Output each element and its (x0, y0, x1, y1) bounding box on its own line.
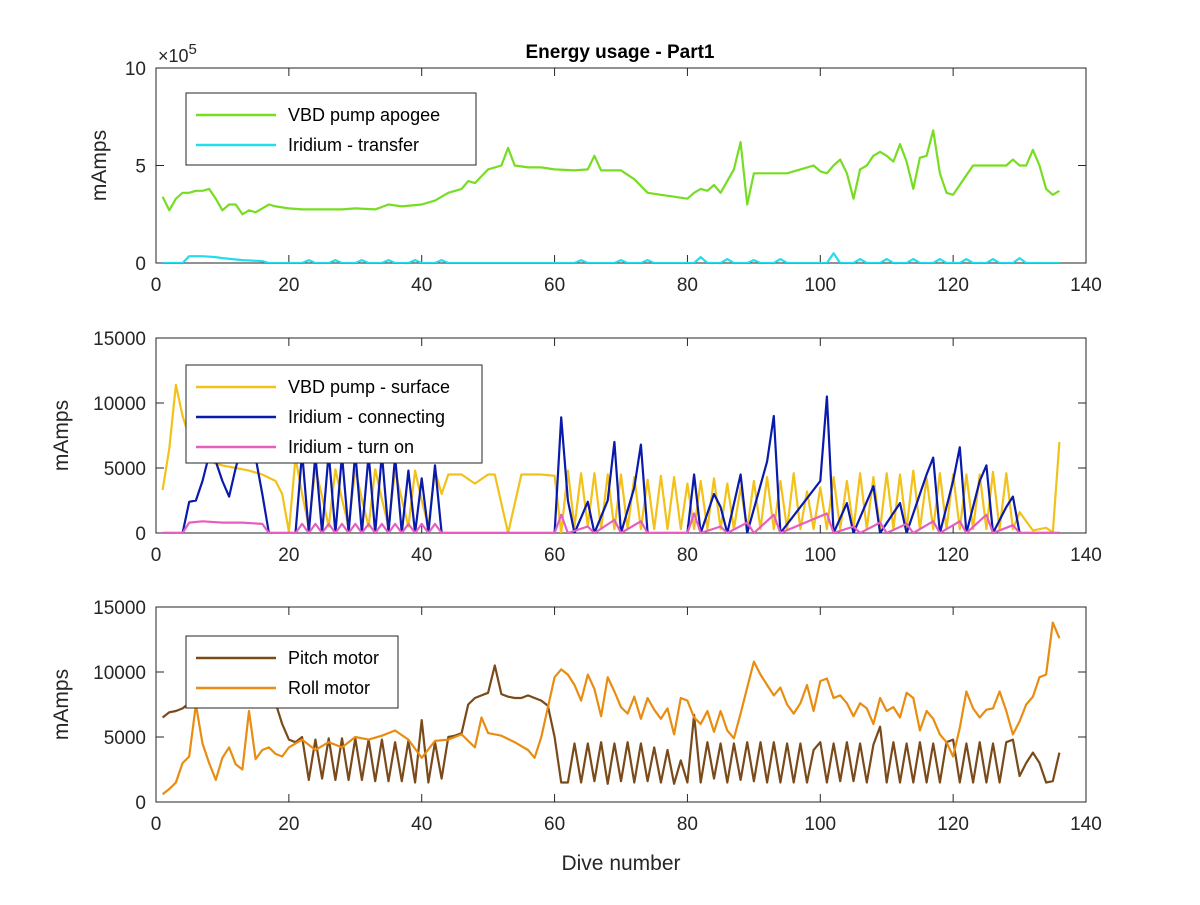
chart-title: Energy usage - Part1 (525, 42, 714, 63)
legend-entry: Iridium - turn on (288, 437, 414, 457)
y-axis-exponent-power: 5 (189, 41, 197, 58)
y-tick-label: 10000 (93, 663, 146, 684)
legend: VBD pump - surface Iridium - connecting Ir… (185, 364, 483, 464)
y-tick-label: 10000 (93, 394, 146, 415)
y-tick-label: 15000 (93, 598, 146, 619)
x-tick-label: 120 (937, 814, 969, 835)
x-tick-label: 80 (677, 814, 698, 835)
series-line-pitch-motor (161, 664, 1061, 785)
series-line-iridium-connecting (162, 395, 1060, 533)
series-line-vbd-pump-apogee (161, 129, 1060, 216)
x-tick-label: 0 (151, 275, 162, 296)
x-tick-label: 140 (1070, 814, 1102, 835)
x-tick-label: 60 (544, 275, 565, 296)
x-tick-label: 140 (1070, 545, 1102, 566)
legend-entry: VBD pump apogee (288, 105, 440, 125)
y-tick-label: 10 (125, 59, 146, 80)
x-tick-label: 0 (151, 545, 162, 566)
y-tick-label: 15000 (93, 329, 146, 350)
series-line-roll-motor (161, 621, 1061, 796)
x-tick-label: 60 (544, 545, 565, 566)
y-tick-label: 5000 (104, 728, 146, 749)
x-tick-label: 120 (937, 275, 969, 296)
panel-2: 0 20 40 60 80 100 120 140 0 5000 10000 15000 mAmps VB… (50, 329, 1102, 566)
y-axis-label: mAmps (88, 130, 111, 201)
y-tick-label: 0 (135, 793, 146, 814)
y-axis-label: mAmps (50, 400, 73, 471)
legend-entry: Pitch motor (288, 648, 379, 668)
y-tick-label: 5000 (104, 459, 146, 480)
x-tick-label: 20 (278, 275, 299, 296)
series-line-vbd-pump-surface (161, 383, 1061, 533)
x-tick-label: 100 (804, 545, 836, 566)
y-axis-label: mAmps (50, 669, 73, 740)
x-axis-label: Dive number (561, 852, 680, 875)
series-line-iridium-turn-on (162, 512, 1060, 533)
legend: Pitch motor Roll motor (185, 635, 399, 709)
panel-3: 0 20 40 60 80 100 120 140 0 5000 10000 15000 mAmps Di… (50, 598, 1102, 875)
legend-entry: VBD pump - surface (288, 377, 450, 397)
x-tick-label: 0 (151, 814, 162, 835)
x-tick-label: 100 (804, 814, 836, 835)
x-tick-label: 60 (544, 814, 565, 835)
x-tick-label: 80 (677, 275, 698, 296)
legend: VBD pump apogee Iridium - transfer (185, 92, 477, 166)
x-tick-label: 40 (411, 275, 432, 296)
y-tick-label: 0 (135, 254, 146, 275)
legend-box (185, 635, 399, 709)
y-tick-label: 0 (135, 524, 146, 545)
legend-entry: Roll motor (288, 678, 370, 698)
x-tick-label: 40 (411, 545, 432, 566)
x-tick-label: 120 (937, 545, 969, 566)
legend-box (185, 92, 477, 166)
series-group (161, 621, 1061, 796)
series-group (161, 383, 1061, 533)
x-tick-label: 20 (278, 545, 299, 566)
legend-entry: Iridium - transfer (288, 135, 419, 155)
x-tick-label: 100 (804, 275, 836, 296)
x-tick-label: 40 (411, 814, 432, 835)
x-tick-label: 80 (677, 545, 698, 566)
x-tick-label: 20 (278, 814, 299, 835)
legend-entry: Iridium - connecting (288, 407, 445, 427)
y-tick-label: 5 (135, 157, 146, 178)
x-tick-label: 140 (1070, 275, 1102, 296)
series-group (161, 129, 1060, 263)
